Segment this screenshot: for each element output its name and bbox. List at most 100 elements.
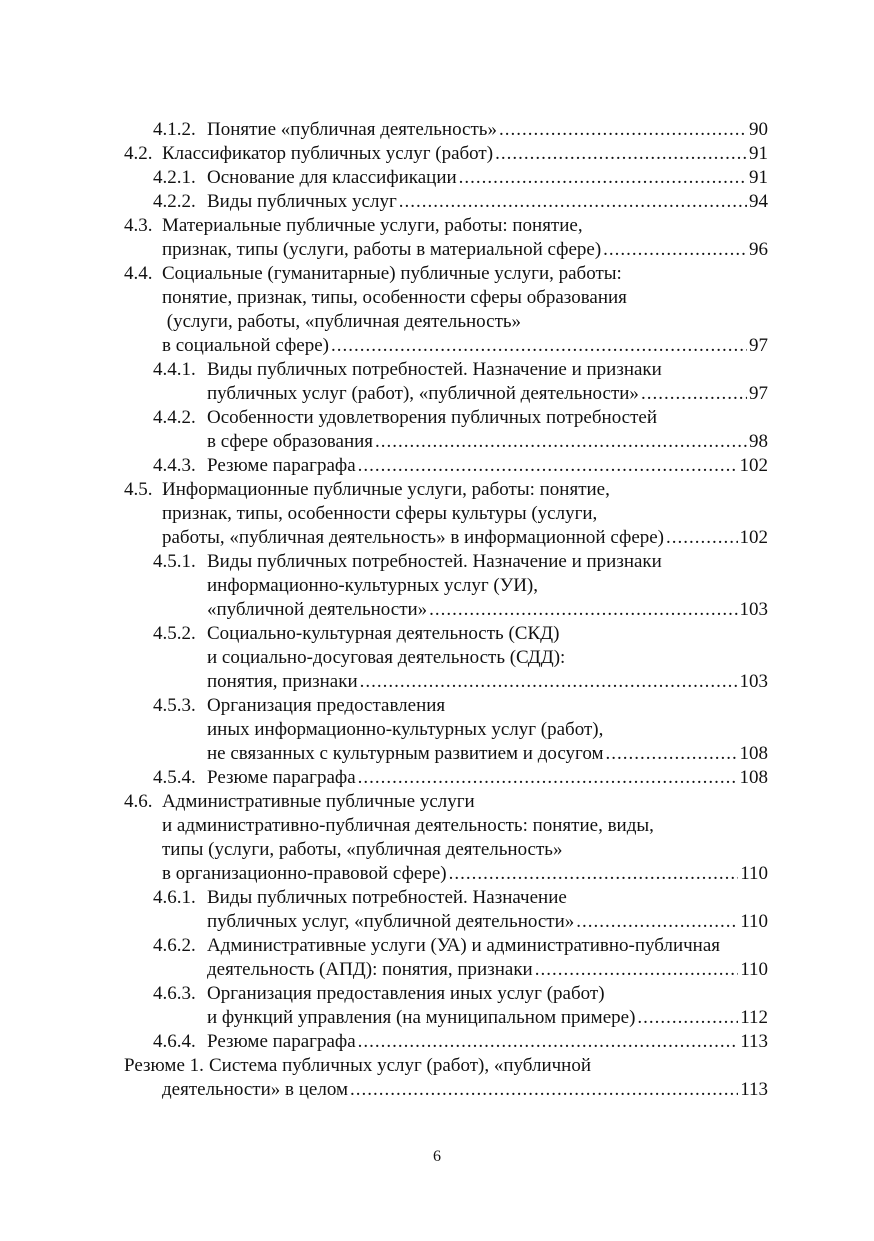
toc-entry-title: Основание для классификации [207,167,457,188]
toc-entry-title: Резюме параграфа [207,767,356,788]
toc-entry: 4.5.2. Социально-культурная деятельность … [0,622,874,646]
toc-entry-page: 97 [749,335,768,356]
toc-entry-continuation: в сфере образования 98 [0,430,874,454]
toc-entry-page: 91 [749,143,768,164]
toc-entry-title: Информационные публичные услуги, работы:… [162,479,610,500]
toc-entry-page: 103 [739,599,769,620]
toc-entry-page: 90 [749,119,768,140]
toc-entry-title: Социально-культурная деятельность (СКД) [207,623,560,644]
dot-leader [459,166,747,190]
toc-entry-number: 4.4.3. [153,455,196,476]
dot-leader [358,1030,739,1054]
toc-entry-title: информационно-культурных услуг (УИ), [207,575,539,596]
toc-entry-continuation: публичных услуг (работ), «публичной деят… [0,382,874,406]
toc-entry-number: 4.6.2. [153,935,196,956]
toc-entry-continuation: информационно-культурных услуг (УИ), [0,574,874,598]
toc-entry: 4.5.4. Резюме параграфа 108 [0,766,874,790]
toc-entry-page: 113 [740,1079,768,1100]
toc-entry-title: в организационно-правовой сфере) [162,863,447,884]
toc-entry-continuation: признак, типы, особенности сферы культур… [0,502,874,526]
toc-entry-title: Особенности удовлетворения публичных пот… [207,407,658,428]
toc-entry-page: 96 [749,239,768,260]
dot-leader [535,958,738,982]
toc-entry-continuation: (услуги, работы, «публичная деятельность… [0,310,874,334]
toc-entry-title: «публичной деятельности» [207,599,428,620]
toc-entry-title: публичных услуг (работ), «публичной деят… [207,383,639,404]
toc-entry: 4.3. Материальные публичные услуги, работ… [0,214,874,238]
toc-entry-title: Виды публичных услуг [207,191,397,212]
toc-entry-number: 4.2.1. [153,167,196,188]
toc-entry-title: иных информационно-культурных услуг (раб… [207,719,604,740]
toc-entry-page: 113 [740,1031,768,1052]
toc-entry-number: 4.3. [124,215,153,236]
toc-entry-number: 4.4. [124,263,153,284]
toc-entry-title: Система публичных услуг (работ), «публич… [209,1055,592,1076]
toc-entry-continuation: «публичной деятельности» 103 [0,598,874,622]
toc-entry-continuation: публичных услуг, «публичной деятельности… [0,910,874,934]
toc-entry-title: типы (услуги, работы, «публичная деятель… [162,839,563,860]
toc-entry-continuation: и социально-досуговая деятельность (СДД)… [0,646,874,670]
toc-entry-continuation: понятия, признаки 103 [0,670,874,694]
toc-entry-continuation: понятие, признак, типы, особенности сфер… [0,286,874,310]
dot-leader [449,862,739,886]
toc-entry-title: Социальные (гуманитарные) публичные услу… [162,263,622,284]
toc-entry-page: 110 [740,863,768,884]
dot-leader [358,454,738,478]
dot-leader [399,190,747,214]
toc-entry-page: 112 [740,1007,768,1028]
toc-entry-title: в социальной сфере) [162,335,329,356]
toc-entry-page: 91 [749,167,768,188]
toc-entry: 4.2. Классификатор публичных услуг (работ… [0,142,874,166]
toc-entry-title: Организация предоставления иных услуг (р… [207,983,605,1004]
toc-entry-continuation: работы, «публичная деятельность» в инфор… [0,526,874,550]
toc-entry-page: 110 [740,959,768,980]
toc-entry-number: 4.4.1. [153,359,196,380]
toc-entry-title: признак, типы, особенности сферы культур… [162,503,598,524]
toc-entry-title: и административно-публичная деятельность… [162,815,654,836]
toc-entry-title: понятие, признак, типы, особенности сфер… [162,287,627,308]
toc-entry-title: Организация предоставления [207,695,446,716]
toc-entry-number: 4.4.2. [153,407,196,428]
toc-entry-title: понятия, признаки [207,671,358,692]
toc-entry-page: 94 [749,191,768,212]
toc-entry-title: Резюме параграфа [207,455,356,476]
toc-entry: 4.2.1. Основание для классификации 91 [0,166,874,190]
dot-leader [606,742,738,766]
toc-entry-continuation: и функций управления (на муниципальном п… [0,1006,874,1030]
toc-entry: 4.4. Социальные (гуманитарные) публичные … [0,262,874,286]
toc-entry-number: 4.6. [124,791,153,812]
toc-entry: 4.5.3. Организация предоставления [0,694,874,718]
toc-entry-title: Резюме параграфа [207,1031,356,1052]
toc-entry-title: не связанных с культурным развитием и до… [207,743,604,764]
toc-entry-title: и социально-досуговая деятельность (СДД)… [207,647,566,668]
toc-entry-continuation: в социальной сфере) 97 [0,334,874,358]
toc-entry-number: 4.5.1. [153,551,196,572]
dot-leader [360,670,738,694]
dot-leader [576,910,738,934]
toc-entry-title: Виды публичных потребностей. Назначение [207,887,567,908]
dot-leader [331,334,747,358]
toc-entry-page: 102 [739,455,769,476]
toc-entry-title: в сфере образования [207,431,374,452]
toc-entry: 4.4.3. Резюме параграфа 102 [0,454,874,478]
toc-entry: 4.6.3. Организация предоставления иных ус… [0,982,874,1006]
toc-entry-page: 108 [739,743,769,764]
toc-entry-title: Материальные публичные услуги, работы: п… [162,215,583,236]
dot-leader [350,1078,738,1102]
toc-entry-page: 108 [739,767,769,788]
page-number: 6 [433,1148,441,1165]
toc-entry: 4.5.1. Виды публичных потребностей. Назна… [0,550,874,574]
toc-entry-title: Понятие «публичная деятельность» [207,119,497,140]
toc-entry-title: Классификатор публичных услуг (работ) [162,143,494,164]
toc-entry-title: Виды публичных потребностей. Назначение … [207,551,662,572]
toc-entry: Резюме 1. Система публичных услуг (работ)… [0,1054,874,1078]
toc-entry: 4.4.2. Особенности удовлетворения публичн… [0,406,874,430]
toc-entry-title: (услуги, работы, «публичная деятельность… [162,311,522,332]
toc-entry-title: Административные публичные услуги [162,791,475,812]
dot-leader [603,238,747,262]
toc-entry-continuation: деятельности» в целом 113 [0,1078,874,1102]
toc-entry-title: признак, типы (услуги, работы в материал… [162,239,602,260]
toc-entry: 4.6.4. Резюме параграфа 113 [0,1030,874,1054]
dot-leader [358,766,738,790]
toc-entry-number: 4.5.4. [153,767,196,788]
